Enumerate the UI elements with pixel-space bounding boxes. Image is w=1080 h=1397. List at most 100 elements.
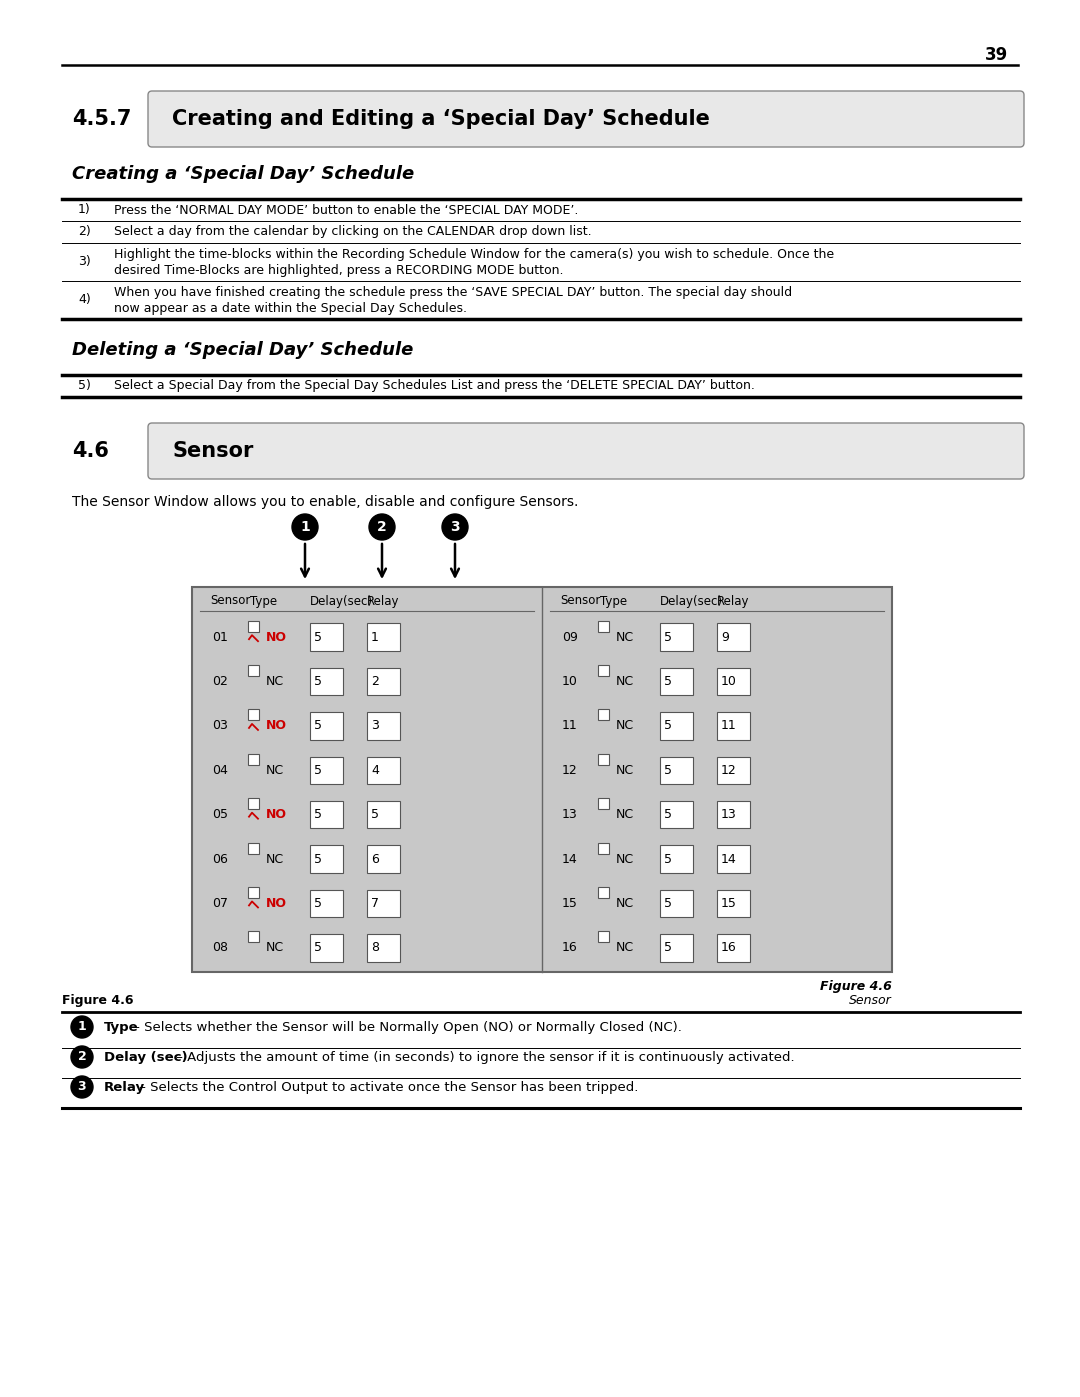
Text: Highlight the time-blocks within the Recording Schedule Window for the camera(s): Highlight the time-blocks within the Rec… bbox=[114, 247, 834, 261]
Text: Relay: Relay bbox=[367, 595, 400, 608]
Text: 5: 5 bbox=[314, 897, 322, 909]
Text: 1: 1 bbox=[372, 630, 379, 644]
Text: 5: 5 bbox=[314, 675, 322, 689]
Text: 07: 07 bbox=[212, 897, 228, 909]
Text: NO: NO bbox=[266, 630, 287, 644]
Bar bbox=[367, 712, 400, 739]
Text: 16: 16 bbox=[562, 942, 578, 954]
Text: 04: 04 bbox=[212, 764, 228, 777]
Text: 5: 5 bbox=[664, 852, 672, 866]
Text: 3): 3) bbox=[78, 256, 91, 268]
Bar bbox=[717, 668, 750, 696]
Text: 5: 5 bbox=[664, 897, 672, 909]
Bar bbox=[598, 932, 609, 943]
Circle shape bbox=[71, 1076, 93, 1098]
Text: NO: NO bbox=[266, 809, 287, 821]
Text: NC: NC bbox=[616, 764, 634, 777]
Text: Type: Type bbox=[249, 595, 278, 608]
Text: 11: 11 bbox=[721, 719, 737, 732]
Bar bbox=[717, 935, 750, 961]
Text: Select a Special Day from the Special Day Schedules List and press the ‘DELETE S: Select a Special Day from the Special Da… bbox=[114, 380, 755, 393]
Text: NO: NO bbox=[266, 897, 287, 909]
Text: 5: 5 bbox=[664, 764, 672, 777]
Bar bbox=[717, 890, 750, 918]
Text: NC: NC bbox=[616, 897, 634, 909]
Bar bbox=[717, 800, 750, 828]
Bar bbox=[660, 800, 693, 828]
Bar bbox=[367, 845, 400, 873]
Text: 2: 2 bbox=[78, 1051, 86, 1063]
Bar bbox=[310, 757, 343, 784]
Text: 5: 5 bbox=[372, 809, 379, 821]
Text: 01: 01 bbox=[212, 630, 228, 644]
Text: now appear as a date within the Special Day Schedules.: now appear as a date within the Special … bbox=[114, 302, 467, 314]
Bar bbox=[367, 890, 400, 918]
Text: 15: 15 bbox=[562, 897, 578, 909]
Text: 06: 06 bbox=[212, 852, 228, 866]
Text: – Adjusts the amount of time (in seconds) to ignore the sensor if it is continuo: – Adjusts the amount of time (in seconds… bbox=[172, 1051, 795, 1063]
Text: Type: Type bbox=[104, 1020, 138, 1034]
Bar bbox=[598, 710, 609, 721]
Bar bbox=[310, 890, 343, 918]
Text: 12: 12 bbox=[562, 764, 578, 777]
Text: 03: 03 bbox=[212, 719, 228, 732]
Bar bbox=[310, 712, 343, 739]
Bar bbox=[310, 800, 343, 828]
Text: NC: NC bbox=[616, 675, 634, 689]
Text: 5): 5) bbox=[78, 380, 91, 393]
Text: 8: 8 bbox=[372, 942, 379, 954]
Text: When you have finished creating the schedule press the ‘SAVE SPECIAL DAY’ button: When you have finished creating the sche… bbox=[114, 286, 792, 299]
Bar bbox=[248, 887, 259, 898]
Text: Select a day from the calendar by clicking on the CALENDAR drop down list.: Select a day from the calendar by clicki… bbox=[114, 225, 592, 239]
Bar bbox=[717, 845, 750, 873]
Text: 13: 13 bbox=[562, 809, 578, 821]
Bar bbox=[248, 842, 259, 854]
Text: 5: 5 bbox=[314, 809, 322, 821]
Bar bbox=[310, 935, 343, 961]
Bar bbox=[660, 623, 693, 651]
Bar bbox=[598, 842, 609, 854]
Text: 4.6: 4.6 bbox=[72, 441, 109, 461]
Text: Figure 4.6: Figure 4.6 bbox=[62, 995, 134, 1007]
Text: 14: 14 bbox=[562, 852, 578, 866]
Bar bbox=[367, 935, 400, 961]
Bar bbox=[598, 620, 609, 631]
Text: NC: NC bbox=[266, 764, 284, 777]
Text: 1: 1 bbox=[78, 1020, 86, 1034]
Text: – Selects the Control Output to activate once the Sensor has been tripped.: – Selects the Control Output to activate… bbox=[135, 1080, 638, 1094]
Text: 5: 5 bbox=[664, 809, 672, 821]
Text: 2: 2 bbox=[377, 520, 387, 534]
Text: NC: NC bbox=[616, 719, 634, 732]
Text: Creating a ‘Special Day’ Schedule: Creating a ‘Special Day’ Schedule bbox=[72, 165, 415, 183]
Text: – Selects whether the Sensor will be Normally Open (NO) or Normally Closed (NC).: – Selects whether the Sensor will be Nor… bbox=[129, 1020, 681, 1034]
Text: Sensor: Sensor bbox=[561, 595, 600, 608]
Bar bbox=[310, 845, 343, 873]
Text: Creating and Editing a ‘Special Day’ Schedule: Creating and Editing a ‘Special Day’ Sch… bbox=[172, 109, 710, 129]
Text: 14: 14 bbox=[721, 852, 737, 866]
Bar bbox=[598, 798, 609, 809]
Circle shape bbox=[292, 514, 318, 541]
Text: NC: NC bbox=[616, 852, 634, 866]
Text: 3: 3 bbox=[372, 719, 379, 732]
Text: 09: 09 bbox=[562, 630, 578, 644]
Text: 2): 2) bbox=[78, 225, 91, 239]
Bar bbox=[660, 757, 693, 784]
Bar bbox=[367, 800, 400, 828]
Bar bbox=[310, 668, 343, 696]
FancyBboxPatch shape bbox=[148, 91, 1024, 147]
Circle shape bbox=[442, 514, 468, 541]
Bar bbox=[248, 798, 259, 809]
Text: 13: 13 bbox=[721, 809, 737, 821]
Text: Relay: Relay bbox=[104, 1080, 145, 1094]
Text: 5: 5 bbox=[664, 630, 672, 644]
Bar bbox=[717, 712, 750, 739]
Text: 6: 6 bbox=[372, 852, 379, 866]
Circle shape bbox=[71, 1016, 93, 1038]
Text: 5: 5 bbox=[314, 852, 322, 866]
Text: 3: 3 bbox=[78, 1080, 86, 1094]
Bar bbox=[660, 845, 693, 873]
Bar bbox=[717, 623, 750, 651]
Bar bbox=[660, 668, 693, 696]
Circle shape bbox=[369, 514, 395, 541]
Text: 10: 10 bbox=[721, 675, 737, 689]
